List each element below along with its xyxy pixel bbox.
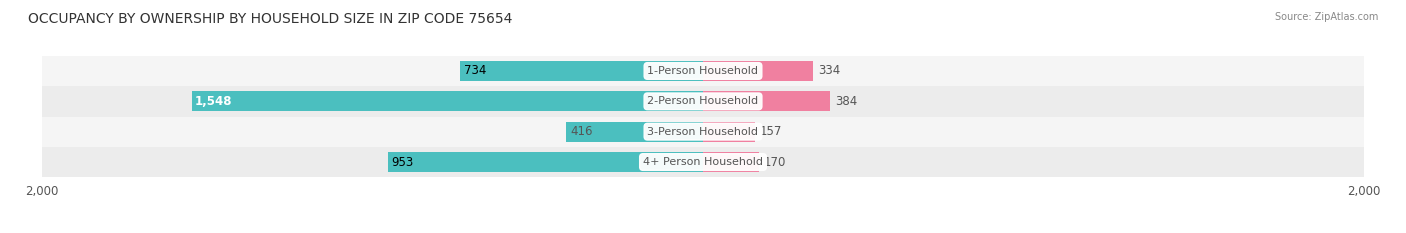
Bar: [461, 61, 703, 81]
Bar: [703, 61, 813, 81]
Bar: [388, 152, 703, 172]
Text: 170: 170: [763, 155, 786, 168]
Text: 953: 953: [391, 155, 413, 168]
Text: 334: 334: [818, 65, 841, 78]
Text: 384: 384: [835, 95, 858, 108]
Text: 416: 416: [571, 125, 593, 138]
Text: OCCUPANCY BY OWNERSHIP BY HOUSEHOLD SIZE IN ZIP CODE 75654: OCCUPANCY BY OWNERSHIP BY HOUSEHOLD SIZE…: [28, 12, 513, 26]
Bar: [565, 122, 703, 141]
Bar: [191, 92, 703, 111]
Bar: [42, 86, 1364, 116]
Text: 4+ Person Household: 4+ Person Household: [643, 157, 763, 167]
Text: 3-Person Household: 3-Person Household: [648, 127, 758, 137]
Bar: [42, 147, 1364, 177]
Bar: [703, 152, 759, 172]
Text: 157: 157: [759, 125, 782, 138]
Bar: [703, 122, 755, 141]
Bar: [42, 116, 1364, 147]
Bar: [703, 92, 830, 111]
Text: 2-Person Household: 2-Person Household: [647, 96, 759, 106]
Bar: [42, 56, 1364, 86]
Text: 734: 734: [464, 65, 486, 78]
Text: Source: ZipAtlas.com: Source: ZipAtlas.com: [1274, 12, 1378, 22]
Text: 1,548: 1,548: [195, 95, 232, 108]
Text: 1-Person Household: 1-Person Household: [648, 66, 758, 76]
